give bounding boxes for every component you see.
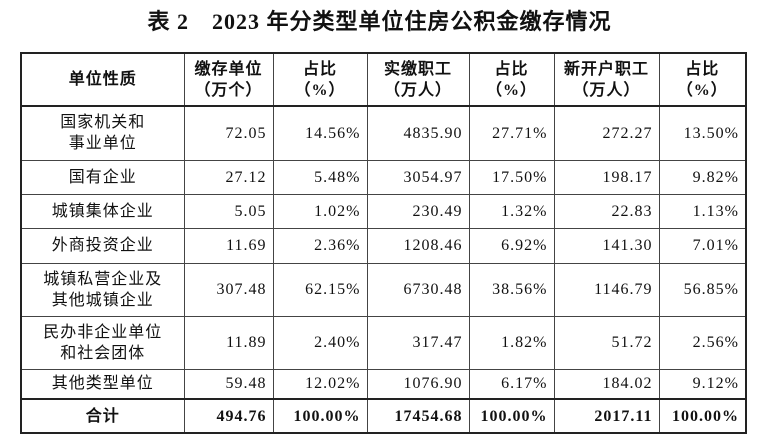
table-cell: 62.15% xyxy=(272,262,368,317)
table-cell: 12.02% xyxy=(272,368,368,400)
table-cell: 22.83 xyxy=(553,193,660,229)
table-cell: 1.13% xyxy=(658,193,747,229)
table-cell: 51.72 xyxy=(553,315,660,370)
table-cell: 城镇私营企业及 其他城镇企业 xyxy=(20,262,185,317)
table-cell: 100.00% xyxy=(272,398,368,434)
table-row: 外商投资企业 11.69 2.36% 1208.46 6.92% 141.30 7.01% xyxy=(20,227,747,264)
table-row: 民办非企业单位 和社会团体 11.89 2.40% 317.47 1.82% 51.72 2… xyxy=(20,315,747,370)
table-title: 表 2 2023 年分类型单位住房公积金缴存情况 xyxy=(147,9,612,34)
table-cell: 7.01% xyxy=(658,227,747,264)
header-cell: 占比 （%） xyxy=(468,52,555,107)
table-cell: 1.82% xyxy=(468,315,555,370)
table-cell: 11.69 xyxy=(183,227,274,264)
table-cell: 38.56% xyxy=(468,262,555,317)
table-cell: 外商投资企业 xyxy=(20,227,185,264)
table-cell: 59.48 xyxy=(183,368,274,400)
table-cell: 13.50% xyxy=(658,105,747,161)
table-cell: 100.00% xyxy=(658,398,747,434)
table-cell: 11.89 xyxy=(183,315,274,370)
table-cell: 3054.97 xyxy=(366,159,470,195)
table-cell: 2017.11 xyxy=(553,398,660,434)
table-cell: 230.49 xyxy=(366,193,470,229)
header-cell: 占比 （%） xyxy=(658,52,747,107)
table-cell: 6.17% xyxy=(468,368,555,400)
table-cell: 其他类型单位 xyxy=(20,368,185,400)
table-cell: 27.71% xyxy=(468,105,555,161)
table-row: 城镇私营企业及 其他城镇企业 307.48 62.15% 6730.48 38.56% 1… xyxy=(20,262,747,317)
table-row: 合计 494.76 100.00% 17454.68 100.00% 2017.11 100… xyxy=(20,398,747,434)
table-row: 国有企业 27.12 5.48% 3054.97 17.50% 198.17 9.82% xyxy=(20,159,747,195)
table-cell: 141.30 xyxy=(553,227,660,264)
table-cell: 1.32% xyxy=(468,193,555,229)
table-cell: 9.82% xyxy=(658,159,747,195)
table-cell: 56.85% xyxy=(658,262,747,317)
table-cell: 317.47 xyxy=(366,315,470,370)
header-cell: 缴存单位 （万个） xyxy=(183,52,274,107)
table-cell: 国有企业 xyxy=(20,159,185,195)
table-cell: 100.00% xyxy=(468,398,555,434)
table-cell: 184.02 xyxy=(553,368,660,400)
table-cell: 国家机关和 事业单位 xyxy=(20,105,185,161)
table-cell: 5.05 xyxy=(183,193,274,229)
table-cell: 2.56% xyxy=(658,315,747,370)
header-cell: 单位性质 xyxy=(20,52,185,107)
table-cell: 27.12 xyxy=(183,159,274,195)
table-cell: 198.17 xyxy=(553,159,660,195)
table-row: 国家机关和 事业单位 72.05 14.56% 4835.90 27.71% 272.27… xyxy=(20,105,747,161)
header-cell: 占比 （%） xyxy=(272,52,368,107)
table-cell: 合计 xyxy=(20,398,185,434)
table-cell: 72.05 xyxy=(183,105,274,161)
table-cell: 272.27 xyxy=(553,105,660,161)
table-cell: 城镇集体企业 xyxy=(20,193,185,229)
table-cell: 6.92% xyxy=(468,227,555,264)
table-cell: 1208.46 xyxy=(366,227,470,264)
table-cell: 6730.48 xyxy=(366,262,470,317)
table-cell: 17.50% xyxy=(468,159,555,195)
header-cell: 实缴职工 （万人） xyxy=(366,52,470,107)
table: 单位性质 缴存单位 （万个） 占比 （%） 实缴职工 （万人） 占比 （%） 新开户职工 … xyxy=(20,52,747,434)
table-cell: 9.12% xyxy=(658,368,747,400)
table-cell: 17454.68 xyxy=(366,398,470,434)
table-cell: 4835.90 xyxy=(366,105,470,161)
table-cell: 307.48 xyxy=(183,262,274,317)
table-cell: 5.48% xyxy=(272,159,368,195)
table-row: 城镇集体企业 5.05 1.02% 230.49 1.32% 22.83 1.13% xyxy=(20,193,747,229)
table-cell: 1.02% xyxy=(272,193,368,229)
header-cell: 新开户职工 （万人） xyxy=(553,52,660,107)
table-row: 单位性质 缴存单位 （万个） 占比 （%） 实缴职工 （万人） 占比 （%） 新开户职工 … xyxy=(20,52,747,107)
table-cell: 494.76 xyxy=(183,398,274,434)
table-cell: 2.40% xyxy=(272,315,368,370)
table-cell: 2.36% xyxy=(272,227,368,264)
table-cell: 14.56% xyxy=(272,105,368,161)
table-cell: 1146.79 xyxy=(553,262,660,317)
table-cell: 民办非企业单位 和社会团体 xyxy=(20,315,185,370)
table-cell: 1076.90 xyxy=(366,368,470,400)
table-row: 其他类型单位 59.48 12.02% 1076.90 6.17% 184.02 9.12% xyxy=(20,368,747,400)
